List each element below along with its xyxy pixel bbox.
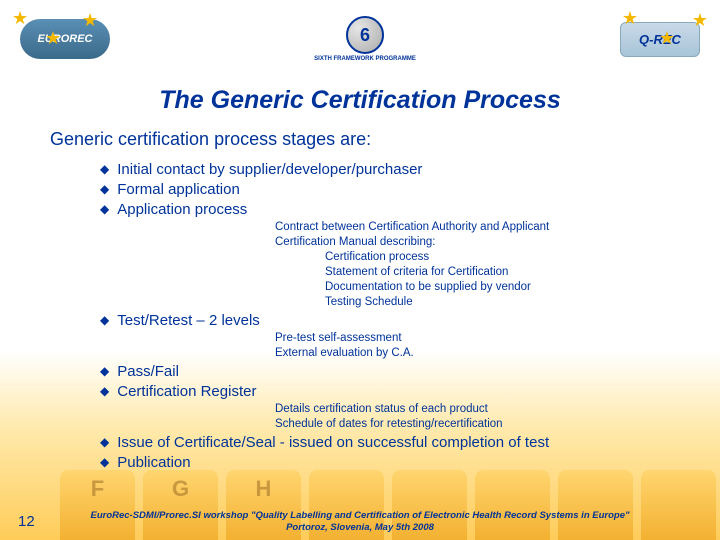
footer-line2: Portoroz, Slovenia, May 5th 2008 [0,522,720,534]
slide-header: ★ ★ ★ EUROREC 6 SIXTH FRAMEWORK PROGRAMM… [0,0,720,78]
star-icon: ★ [12,8,28,29]
bullet-item: ◆ Issue of Certificate/Seal - issued on s… [100,433,720,452]
diamond-icon: ◆ [100,382,109,401]
bullet-item: ◆ Publication [100,453,720,472]
diamond-icon: ◆ [100,180,109,199]
deep-bullet-text: Certification process [325,250,720,265]
star-icon: ★ [692,10,708,31]
bullet-item: ◆ Application process [100,200,720,219]
bullet-item: ◆ Formal application [100,180,720,199]
footer-line1: EuroRec-SDMI/Prorec.SI workshop "Quality… [0,510,720,522]
slide-title: The Generic Certification Process [0,86,720,115]
fp6-label: SIXTH FRAMEWORK PROGRAMME [314,56,416,62]
bullet-text: Issue of Certificate/Seal - issued on su… [117,433,549,452]
deep-bullet-text: Statement of criteria for Certification [325,265,720,280]
bullet-text: Pass/Fail [117,362,179,381]
diamond-icon: ◆ [100,362,109,381]
sub-bullet-group: Pre-test self-assessmentExternal evaluat… [275,331,720,361]
bullet-text: Application process [117,200,247,219]
diamond-icon: ◆ [100,433,109,452]
slide-subtitle: Generic certification process stages are… [50,129,720,150]
deep-bullet-text: Testing Schedule [325,295,720,310]
slide-footer: EuroRec-SDMI/Prorec.SI workshop "Quality… [0,510,720,534]
bullet-text: Certification Register [117,382,256,401]
bullet-list: ◆ Initial contact by supplier/developer/p… [100,160,720,472]
diamond-icon: ◆ [100,453,109,472]
sub-bullet-text: Certification Manual describing: [275,235,720,250]
fp6-number: 6 [346,16,384,54]
diamond-icon: ◆ [100,160,109,179]
star-icon: ★ [659,28,675,49]
fp6-logo: 6 SIXTH FRAMEWORK PROGRAMME [314,16,416,62]
diamond-icon: ◆ [100,311,109,330]
sub-bullet-group: Contract between Certification Authority… [275,220,720,250]
diamond-icon: ◆ [100,200,109,219]
bullet-text: Formal application [117,180,240,199]
bullet-text: Test/Retest – 2 levels [117,311,260,330]
bullet-item: ◆ Test/Retest – 2 levels [100,311,720,330]
star-icon: ★ [622,8,638,29]
deep-bullet-group: Certification processStatement of criter… [325,250,720,310]
sub-bullet-text: Details certification status of each pro… [275,402,720,417]
bullet-item: ◆ Initial contact by supplier/developer/p… [100,160,720,179]
star-icon: ★ [45,28,61,49]
sub-bullet-text: Schedule of dates for retesting/recertif… [275,417,720,432]
bullet-text: Initial contact by supplier/developer/pu… [117,160,422,179]
sub-bullet-text: Pre-test self-assessment [275,331,720,346]
bullet-item: ◆ Pass/Fail [100,362,720,381]
deep-bullet-text: Documentation to be supplied by vendor [325,280,720,295]
bullet-text: Publication [117,453,190,472]
sub-bullet-text: Contract between Certification Authority… [275,220,720,235]
bullet-item: ◆ Certification Register [100,382,720,401]
star-icon: ★ [82,10,98,31]
sub-bullet-text: External evaluation by C.A. [275,346,720,361]
sub-bullet-group: Details certification status of each pro… [275,402,720,432]
